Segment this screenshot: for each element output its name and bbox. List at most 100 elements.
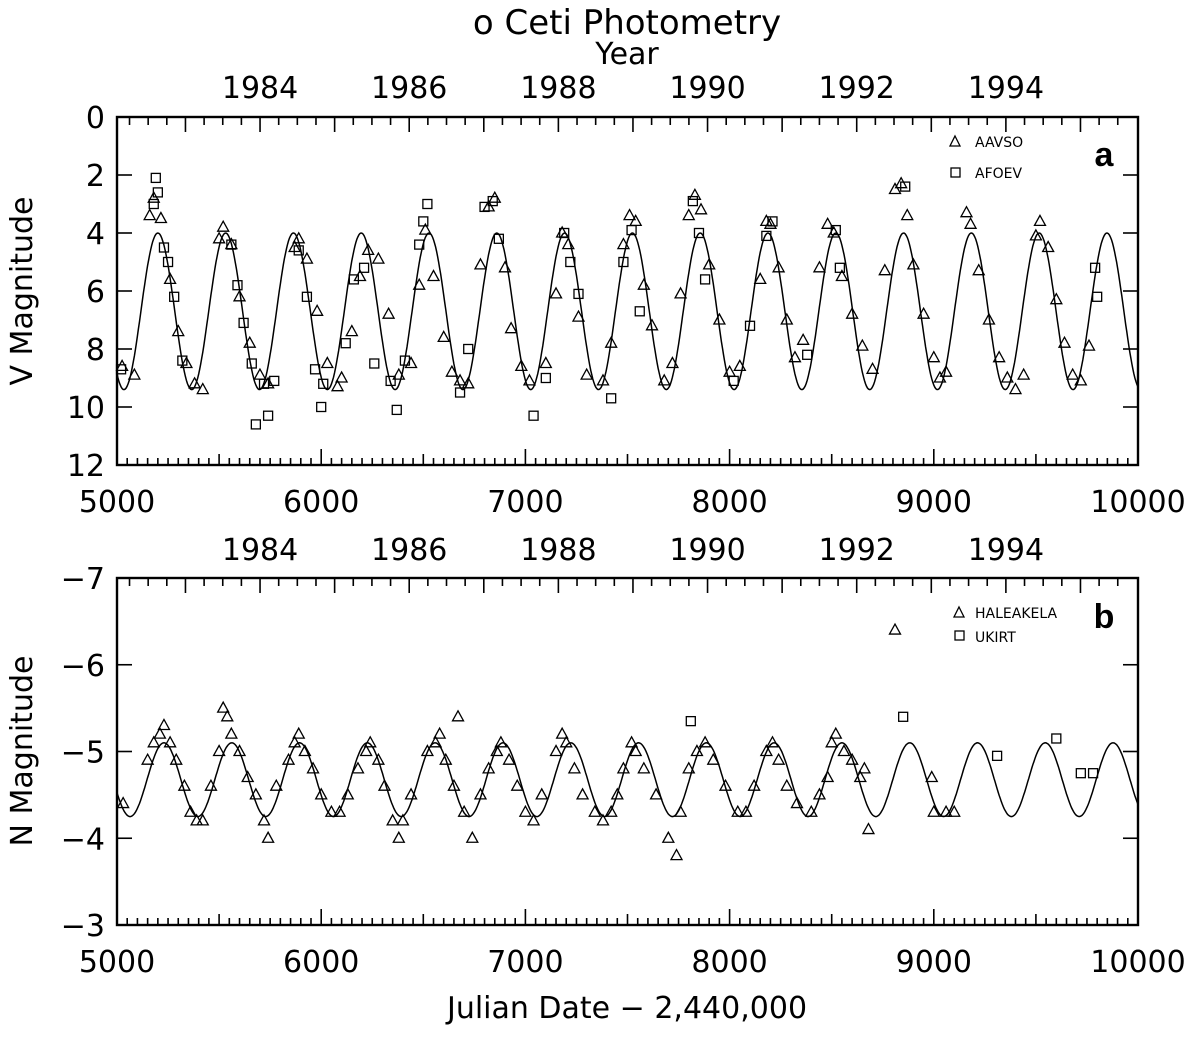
data-point-haleakela bbox=[804, 804, 818, 817]
data-point-haleakela bbox=[604, 804, 618, 817]
data-point-aavso bbox=[772, 260, 786, 273]
data-point-aavso bbox=[622, 208, 637, 221]
data-point-haleakela bbox=[690, 744, 704, 757]
panel-a-plot: 1984 1986 1988 1990 1992 1994 5000 6000 7000 8000… bbox=[67, 71, 1186, 520]
data-point-haleakela bbox=[281, 752, 296, 765]
data-point-aavso bbox=[682, 208, 696, 221]
data-point-aavso bbox=[688, 187, 702, 200]
y-tick-label: 10 bbox=[67, 391, 105, 426]
data-point-aavso bbox=[878, 263, 892, 276]
data-point-haleakela bbox=[494, 735, 508, 748]
y-tick-label: 12 bbox=[67, 449, 105, 484]
data-point-haleakela bbox=[386, 813, 400, 826]
data-point-haleakela bbox=[163, 735, 177, 748]
data-point-haleakela bbox=[439, 752, 453, 765]
data-point-haleakela bbox=[629, 744, 643, 757]
data-point-afoev bbox=[293, 245, 304, 256]
data-point-haleakela bbox=[177, 778, 191, 791]
data-point-afoev bbox=[687, 195, 698, 207]
data-point-afoev bbox=[479, 201, 490, 213]
data-point-aavso bbox=[504, 321, 518, 334]
data-point-haleakela bbox=[845, 752, 859, 765]
year-tick-label: 1984 bbox=[222, 533, 298, 568]
data-point-aavso bbox=[1049, 292, 1063, 305]
data-point-aavso bbox=[453, 373, 467, 386]
data-point-afoev bbox=[744, 320, 756, 331]
legend-square-marker bbox=[950, 167, 961, 178]
data-point-haleakela bbox=[377, 778, 392, 791]
x-tick-label: 6000 bbox=[283, 485, 359, 520]
data-point-haleakela bbox=[637, 761, 651, 774]
data-point-haleakela bbox=[837, 744, 851, 757]
data-point-haleakela bbox=[404, 787, 418, 800]
model-curve bbox=[116, 742, 1139, 818]
data-point-aavso bbox=[171, 324, 185, 337]
data-point-aavso bbox=[143, 208, 157, 221]
panel-a-legend: AAVSO AFOEV bbox=[948, 134, 1023, 182]
data-point-ukirt bbox=[898, 711, 909, 722]
data-point-afoev bbox=[1089, 262, 1101, 273]
data-point-afoev bbox=[177, 355, 188, 366]
data-point-haleakela bbox=[204, 778, 218, 791]
data-point-aavso bbox=[498, 260, 512, 273]
data-point-aavso bbox=[361, 243, 375, 256]
data-point-aavso bbox=[992, 350, 1006, 363]
y-tick-label: −6 bbox=[61, 649, 105, 684]
data-point-haleakela bbox=[888, 622, 902, 635]
data-point-haleakela bbox=[649, 787, 663, 800]
data-point-haleakela bbox=[196, 813, 210, 826]
data-point-aavso bbox=[812, 260, 827, 273]
data-point-aavso bbox=[1008, 382, 1023, 395]
data-point-afoev bbox=[226, 239, 237, 250]
data-point-afoev bbox=[418, 216, 429, 227]
data-point-aavso bbox=[963, 216, 978, 229]
data-point-afoev bbox=[634, 306, 645, 317]
data-point-haleakela bbox=[575, 787, 590, 800]
data-point-haleakela bbox=[490, 744, 504, 757]
data-point-haleakela bbox=[559, 735, 573, 748]
data-point-aavso bbox=[845, 306, 859, 319]
data-point-aavso bbox=[1041, 240, 1055, 253]
data-point-afoev bbox=[399, 355, 411, 366]
data-point-aavso bbox=[694, 202, 708, 215]
data-point-aavso bbox=[1029, 228, 1043, 241]
year-tick-label: 1990 bbox=[669, 533, 745, 568]
data-point-aavso bbox=[571, 309, 586, 322]
data-point-afoev bbox=[258, 378, 270, 389]
data-point-afoev bbox=[238, 317, 249, 329]
data-point-afoev bbox=[528, 410, 539, 421]
x-tick-label: 5000 bbox=[79, 945, 155, 980]
data-point-afoev bbox=[150, 172, 161, 184]
data-point-aavso bbox=[243, 335, 257, 348]
data-point-aavso bbox=[1082, 338, 1096, 351]
data-point-haleakela bbox=[292, 726, 306, 739]
data-point-haleakela bbox=[555, 726, 569, 739]
data-point-afoev bbox=[573, 288, 584, 300]
data-point-haleakela bbox=[288, 735, 302, 748]
data-point-afoev bbox=[767, 216, 778, 227]
data-point-aavso bbox=[1074, 373, 1088, 386]
data-point-haleakela bbox=[925, 770, 939, 783]
panel-b: 1984 1986 1988 1990 1992 1994 5000 6000 7000 8000… bbox=[5, 533, 1186, 1026]
legend-label-haleakela: HALEAKELA bbox=[975, 606, 1057, 622]
data-point-afoev bbox=[834, 262, 846, 273]
data-point-aavso bbox=[604, 335, 618, 348]
data-point-haleakela bbox=[759, 744, 773, 757]
data-point-haleakela bbox=[610, 787, 624, 800]
year-tick-label: 1992 bbox=[819, 71, 895, 106]
data-point-aavso bbox=[404, 356, 418, 369]
data-point-haleakela bbox=[812, 787, 827, 800]
data-point-haleakela bbox=[341, 787, 355, 800]
x-tick-label: 7000 bbox=[487, 945, 563, 980]
data-point-haleakela bbox=[249, 787, 263, 800]
data-point-aavso bbox=[561, 237, 575, 250]
year-tick-label: 1994 bbox=[968, 71, 1044, 106]
data-point-haleakela bbox=[821, 770, 835, 783]
data-point-aavso bbox=[320, 356, 334, 369]
panel-b-legend: HALEAKELA UKIRT bbox=[952, 605, 1057, 646]
data-point-aavso bbox=[972, 263, 986, 276]
legend-label-ukirt: UKIRT bbox=[975, 630, 1016, 646]
data-point-aavso bbox=[645, 318, 659, 331]
data-point-aavso bbox=[418, 222, 432, 235]
data-point-afoev bbox=[463, 343, 474, 355]
